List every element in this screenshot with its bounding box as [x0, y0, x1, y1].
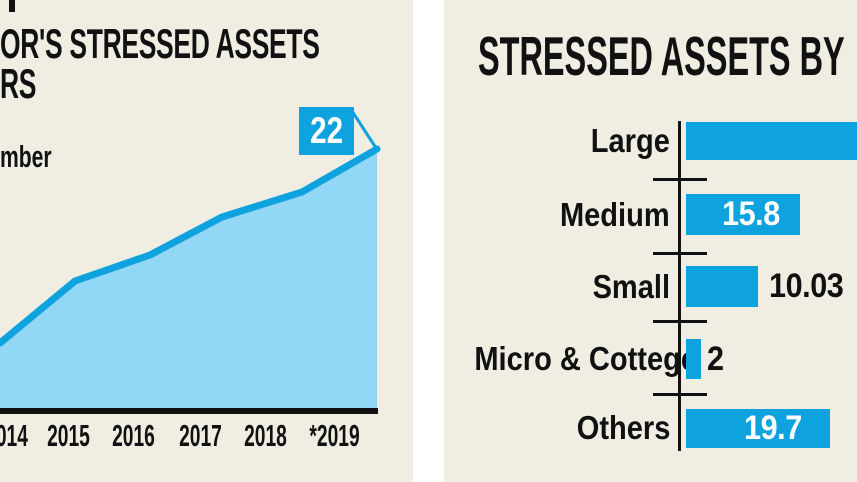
x-tick-label-2016-text: 2016 — [111, 418, 155, 453]
callout-value: 22 — [310, 110, 343, 151]
left-chart-title-line1: OR'S STRESSED ASSETS — [0, 20, 413, 67]
value-label-micro-cottege-text: 2 — [707, 340, 724, 378]
axis-tick — [653, 252, 707, 255]
category-label-medium-text: Medium — [560, 196, 670, 233]
x-tick-label-2014: 014 — [0, 418, 52, 453]
bar-medium — [686, 194, 800, 235]
x-tick-label-2015-text: 2015 — [46, 418, 90, 453]
value-label-medium-text: 15.8 — [722, 195, 780, 233]
value-label-small: 10.03 — [769, 266, 852, 307]
left-chart-title-line2: RS — [0, 60, 57, 107]
x-tick-label-2018-text: 2018 — [243, 418, 287, 453]
value-label-others-text: 19.7 — [744, 409, 802, 447]
x-tick-label-2019-text: *2019 — [309, 418, 360, 453]
category-label-small-text: Small — [592, 268, 670, 305]
axis-tick — [653, 178, 707, 181]
category-label-others: Others — [444, 411, 670, 445]
x-tick-label-2016: 2016 — [93, 418, 173, 453]
x-tick-label-2017-text: 2017 — [178, 418, 222, 453]
category-label-others-text: Others — [576, 409, 670, 446]
right-chart-title: STRESSED ASSETS BY — [478, 25, 857, 87]
x-tick-label-2018: 2018 — [225, 418, 305, 453]
x-axis-line — [0, 408, 378, 414]
axis-tick — [653, 393, 707, 396]
value-label-small-text: 10.03 — [769, 267, 844, 305]
value-label-others: 19.7 — [744, 409, 808, 448]
left-chart-card: OR'S STRESSED ASSETS RS mber 22 014 2015… — [0, 0, 413, 482]
category-label-medium: Medium — [444, 198, 670, 232]
cropped-letter-fragment — [9, 0, 15, 12]
right-chart-title-text: STRESSED ASSETS BY — [478, 25, 845, 87]
category-label-large-text: Large — [590, 122, 670, 159]
category-label-micro-cottege-text: Micro & Cottege — [474, 340, 698, 377]
bar-small — [686, 266, 758, 307]
value-label-micro-cottege: 2 — [707, 339, 725, 379]
area-chart-plot — [0, 110, 381, 414]
axis-tick — [653, 320, 707, 323]
bar-large — [686, 122, 857, 160]
callout-badge: 22 — [299, 107, 354, 155]
category-label-small: Small — [444, 270, 670, 304]
x-tick-label-2015: 2015 — [28, 418, 108, 453]
trend-line — [0, 145, 381, 347]
y-axis-line — [678, 121, 681, 451]
left-chart-subtitle-text: mber — [0, 139, 52, 174]
x-tick-label-2019: *2019 — [294, 418, 374, 453]
category-label-large: Large — [444, 124, 670, 158]
bar-others — [686, 409, 830, 448]
x-tick-label-2014-text: 014 — [0, 418, 29, 453]
bar-micro-cottege — [686, 339, 701, 379]
area-fill — [0, 149, 377, 410]
x-tick-label-2017: 2017 — [160, 418, 240, 453]
callout-leader-line — [350, 110, 378, 149]
category-label-micro-cottege: Micro & Cottege — [444, 342, 697, 376]
left-chart-title-line1-text: OR'S STRESSED ASSETS — [0, 20, 320, 67]
right-chart-card: STRESSED ASSETS BY Large Medium Small Mi… — [444, 0, 857, 482]
left-chart-title-line2-text: RS — [0, 60, 37, 107]
left-chart-subtitle: mber — [0, 139, 76, 174]
value-label-medium: 15.8 — [722, 194, 786, 235]
